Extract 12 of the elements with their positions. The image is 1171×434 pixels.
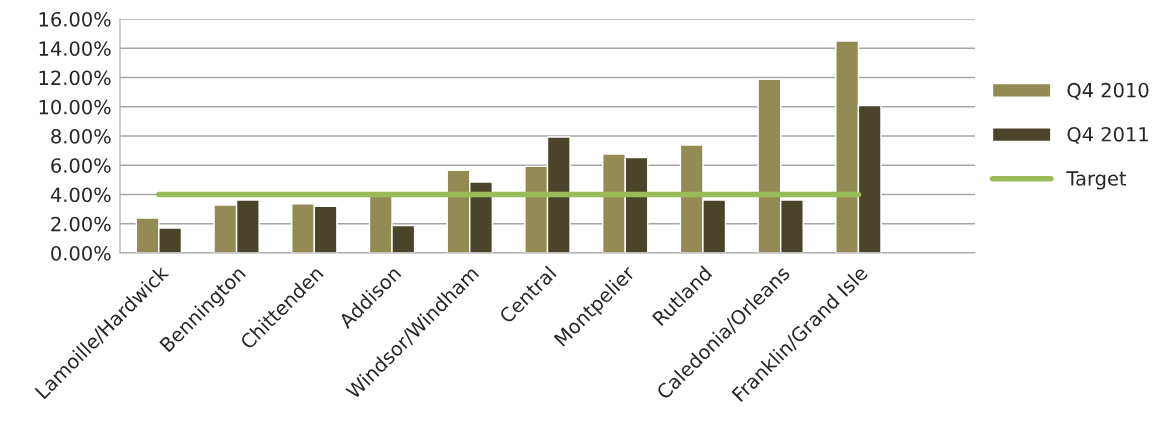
y-tick-label: 2.00% (51, 216, 111, 232)
y-tick-label: 8.00% (51, 128, 111, 144)
y-tick-label: 4.00% (50, 187, 111, 203)
legend-label: Q4 2010 (1067, 82, 1149, 100)
legend-label: Q4 2011 (1067, 126, 1148, 144)
legend-label: Target (1066, 171, 1127, 190)
y-tick-label: 10.00% (39, 99, 111, 115)
y-tick-label: 0.00% (51, 245, 111, 261)
y-tick-label: 12.00% (39, 70, 111, 86)
y-tick-label: 16.00% (39, 11, 111, 27)
y-tick-label: 6.00% (51, 158, 111, 173)
y-tick-label: 14.00% (39, 41, 111, 56)
